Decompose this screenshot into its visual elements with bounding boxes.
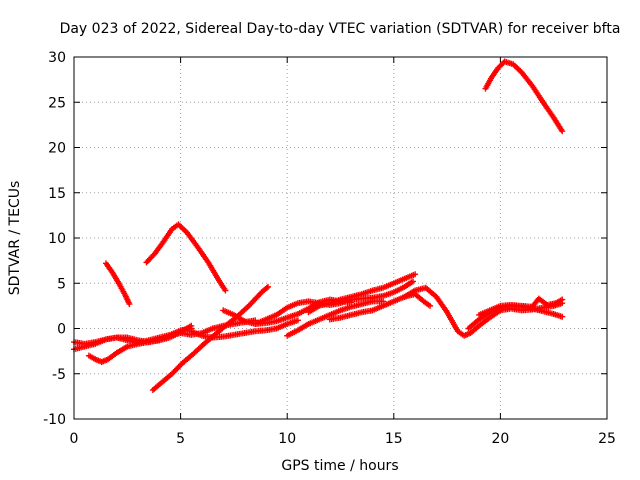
x-tick-label: 20 xyxy=(491,431,509,447)
data-point-marker xyxy=(427,302,434,309)
y-tick-label: 25 xyxy=(48,95,66,111)
y-tick-label: 10 xyxy=(48,231,66,247)
series-arc-5 xyxy=(143,221,229,294)
y-tick-label: 30 xyxy=(48,50,66,66)
series-arc-7 xyxy=(188,317,301,341)
grid-lines xyxy=(74,57,607,419)
series-arc-10 xyxy=(284,298,387,339)
series-arc-4 xyxy=(102,260,133,308)
data-point-marker xyxy=(265,283,272,290)
series-arc-15 xyxy=(476,295,566,318)
data-point-marker xyxy=(222,287,229,294)
y-tick-label: 5 xyxy=(57,276,66,292)
series-arc-13 xyxy=(401,291,434,309)
data-point-marker xyxy=(559,296,566,303)
y-tick-label: -10 xyxy=(43,412,66,428)
y-tick-label: -5 xyxy=(52,367,66,383)
y-axis-label: SDTVAR / TECUs xyxy=(7,181,23,296)
series-arc-11 xyxy=(305,271,419,316)
data-point-marker xyxy=(126,301,133,308)
x-tick-label: 25 xyxy=(598,431,616,447)
data-series xyxy=(71,58,566,394)
x-tick-label: 10 xyxy=(278,431,296,447)
data-point-marker xyxy=(559,313,566,320)
axis-tick-labels: 0 5 10 15 20 25 -10 -5 0 5 10 15 20 25 30 xyxy=(43,50,616,447)
x-tick-label: 0 xyxy=(70,431,79,447)
series-arc-16 xyxy=(482,58,566,135)
x-axis-label: GPS time / hours xyxy=(281,458,398,474)
chart-title: Day 023 of 2022, Sidereal Day-to-day VTE… xyxy=(60,21,621,37)
y-tick-label: 0 xyxy=(57,322,66,338)
data-point-marker xyxy=(294,317,301,324)
data-point-marker xyxy=(559,128,566,135)
y-tick-label: 15 xyxy=(48,186,66,202)
data-point-marker xyxy=(412,271,419,278)
data-point-marker xyxy=(188,322,195,329)
plot-frame xyxy=(73,56,608,420)
x-tick-label: 15 xyxy=(385,431,403,447)
x-tick-label: 5 xyxy=(176,431,185,447)
data-point-marker xyxy=(409,278,416,285)
y-tick-label: 20 xyxy=(48,141,66,157)
data-point-marker xyxy=(263,284,270,291)
series-arc-3 xyxy=(85,322,195,365)
